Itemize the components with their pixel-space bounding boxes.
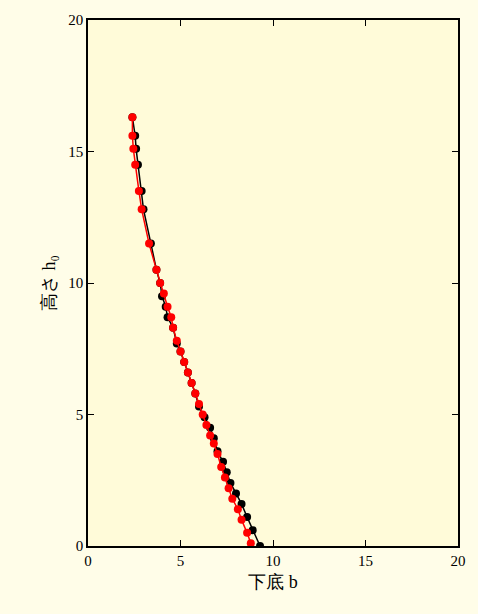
svg-text:0: 0 xyxy=(76,538,84,554)
svg-text:15: 15 xyxy=(68,144,83,160)
svg-text:下底 b: 下底 b xyxy=(248,572,298,592)
svg-text:15: 15 xyxy=(358,553,373,569)
svg-text:5: 5 xyxy=(76,407,84,423)
svg-text:5: 5 xyxy=(177,553,185,569)
svg-text:10: 10 xyxy=(266,553,281,569)
svg-text:20: 20 xyxy=(451,553,466,569)
svg-text:20: 20 xyxy=(68,12,83,28)
svg-text:高さ h₀: 高さ h₀ xyxy=(39,255,59,311)
svg-text:0: 0 xyxy=(84,553,92,569)
svg-text:10: 10 xyxy=(68,275,83,291)
